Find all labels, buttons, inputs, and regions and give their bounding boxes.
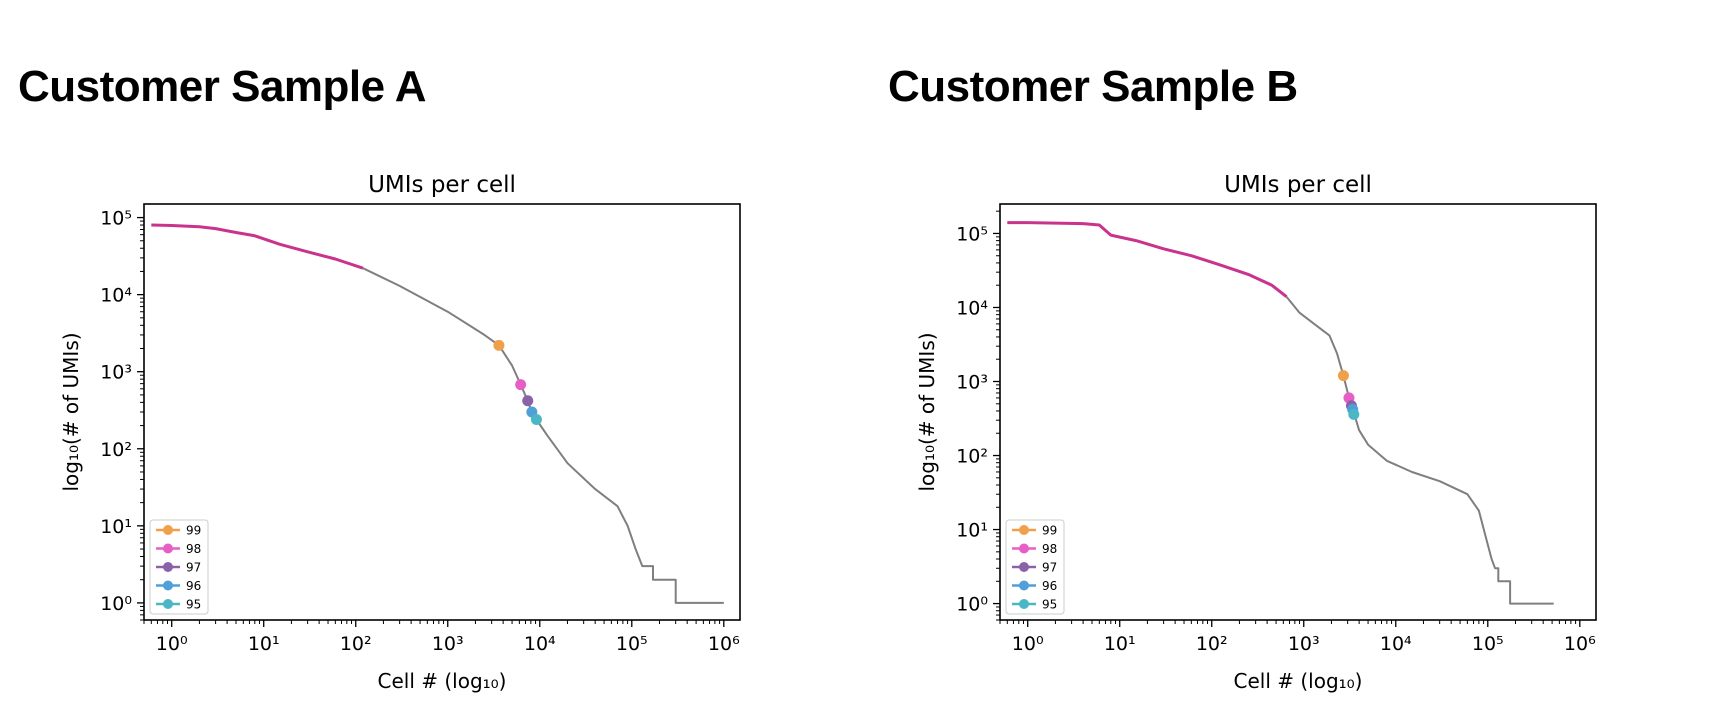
legend-label: 95 [186, 598, 201, 612]
x-tick-label: 10⁰ [1012, 633, 1044, 655]
legend-label: 95 [1042, 598, 1057, 612]
sample-heading: Customer Sample A [18, 62, 426, 111]
x-tick-label: 10³ [1288, 633, 1320, 655]
percentile-marker [530, 413, 542, 425]
y-tick-label: 10⁵ [956, 223, 988, 245]
y-tick-label: 10⁰ [100, 593, 132, 615]
legend-marker [163, 525, 173, 535]
x-tick-label: 10² [1196, 633, 1228, 655]
y-tick-label: 10¹ [956, 520, 988, 542]
y-tick-label: 10² [100, 439, 132, 461]
percentile-marker [1337, 370, 1349, 382]
legend-marker [163, 599, 173, 609]
y-tick-label: 10⁴ [956, 297, 988, 319]
y-tick-label: 10⁰ [956, 594, 988, 616]
legend-label: 99 [186, 524, 201, 538]
series-line-cells [151, 223, 364, 270]
legend-marker [1019, 543, 1029, 554]
x-tick-label: 10³ [432, 633, 464, 655]
x-tick-label: 10⁵ [1472, 633, 1504, 655]
x-tick-label: 10⁴ [524, 633, 556, 655]
legend-marker [163, 543, 173, 554]
percentile-marker [493, 339, 505, 351]
percentile-marker [515, 379, 527, 391]
panel-sample-a: Customer Sample A UMIs per cell Cell # (l… [18, 62, 741, 693]
legend-marker [1019, 525, 1029, 535]
chart-title: UMIs per cell [1224, 172, 1372, 198]
legend-label: 98 [186, 542, 201, 556]
legend-label: 97 [1042, 561, 1057, 575]
x-tick-label: 10⁴ [1380, 633, 1412, 655]
legend-label: 99 [1042, 524, 1057, 538]
legend-label: 98 [1042, 542, 1057, 556]
percentile-marker [1348, 408, 1360, 420]
series-line-cells [1007, 221, 1288, 298]
x-tick-label: 10¹ [248, 633, 280, 655]
chart-title: UMIs per cell [368, 172, 516, 198]
legend-label: 97 [186, 561, 201, 575]
series-line-background [362, 267, 724, 604]
umi-chart-b: UMIs per cell Cell # (log₁₀) log₁₀(# of UM… [915, 172, 1597, 693]
x-tick-label: 10⁶ [1564, 633, 1596, 655]
plot-frame [999, 203, 1597, 621]
x-tick-label: 10² [340, 633, 372, 655]
x-axis-label: Cell # (log₁₀) [1234, 669, 1363, 693]
legend-marker [1019, 599, 1029, 609]
y-tick-label: 10¹ [100, 516, 132, 538]
x-tick-label: 10¹ [1104, 633, 1136, 655]
legend-label: 96 [1042, 579, 1057, 593]
y-tick-label: 10³ [956, 372, 988, 394]
legend-marker [163, 580, 173, 591]
y-tick-label: 10⁴ [100, 285, 132, 307]
legend-marker [1019, 562, 1029, 572]
y-tick-label: 10⁵ [100, 208, 132, 230]
percentile-marker [522, 395, 534, 407]
umi-chart-a: UMIs per cell Cell # (log₁₀) log₁₀(# of UM… [59, 172, 741, 693]
y-axis-label: log₁₀(# of UMIs) [59, 332, 83, 491]
series-line-background [1285, 296, 1554, 605]
x-tick-label: 10⁶ [708, 633, 740, 655]
x-tick-label: 10⁰ [156, 633, 188, 655]
y-tick-label: 10³ [100, 362, 132, 384]
plot-frame [143, 203, 741, 621]
legend-marker [1019, 580, 1029, 591]
legend-marker [163, 562, 173, 572]
sample-heading: Customer Sample B [888, 62, 1298, 111]
y-tick-label: 10² [956, 446, 988, 468]
panel-sample-b: Customer Sample B UMIs per cell Cell # (l… [856, 0, 1712, 702]
y-axis-label: log₁₀(# of UMIs) [915, 332, 939, 491]
x-tick-label: 10⁵ [616, 633, 648, 655]
legend-label: 96 [186, 579, 201, 593]
x-axis-label: Cell # (log₁₀) [378, 669, 507, 693]
